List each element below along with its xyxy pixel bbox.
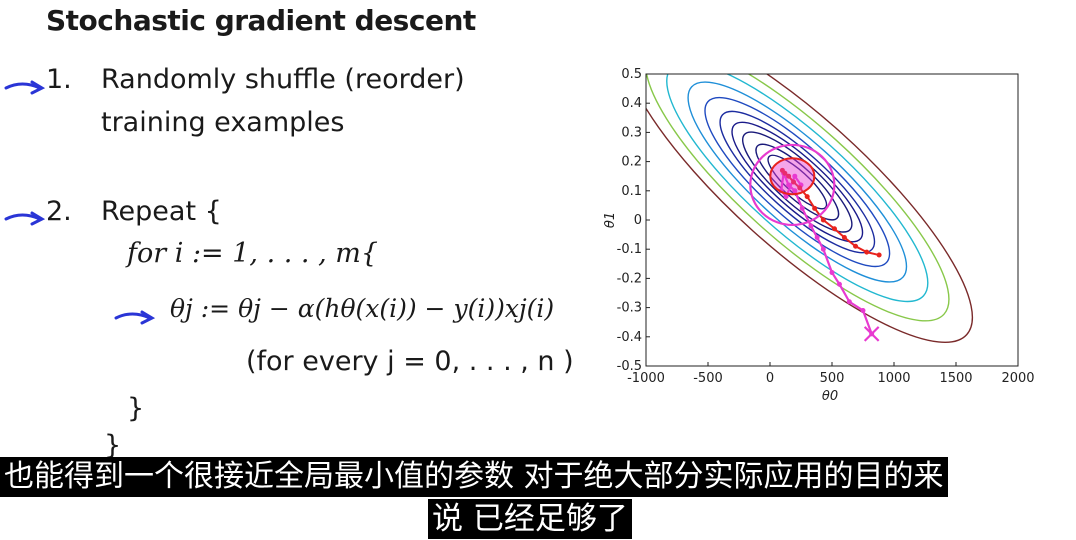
batch-point [791,179,797,185]
annotation-arrow-icon [114,310,156,325]
y-tick-label: -0.5 [617,359,642,374]
step1-text-line1: Randomly shuffle (reorder) [101,64,465,95]
sgd-point [808,223,814,229]
x-tick-label: -500 [693,371,723,386]
batch-point [797,185,803,191]
batch-point [853,243,859,249]
subtitle-line-1: 也能得到一个很接近全局最小值的参数 对于绝大部分实际应用的目的来 [0,457,948,497]
sgd-point [860,308,866,314]
batch-point [864,249,870,255]
sgd-point [820,246,826,252]
step2-text: Repeat { [101,196,222,227]
contour-ellipse [719,110,876,254]
slide-title: Stochastic gradient descent [46,4,476,37]
y-tick-label: -0.4 [617,330,642,345]
y-axis-label: θ1 [603,212,618,228]
start-cross-icon [863,326,880,342]
x-tick-label: -1000 [627,371,665,386]
contour-ellipse [687,81,908,283]
x-tick-label: 2000 [1001,371,1034,386]
y-axis-ticks: 0.5 0.4 0.3 0.2 0.1 0 -0.1 -0.2 -0.3 -0.4 -0.5 [617,67,650,374]
subtitle-line-2: 说 已经足够了 [428,499,632,539]
close-brace-inner: } [127,393,145,424]
step2-number: 2. [46,196,72,227]
batch-point [812,205,818,211]
sgd-point [792,188,798,194]
descent-paths [749,143,882,342]
batch-point [820,217,826,223]
sgd-point [829,270,835,276]
update-rule: θj := θj − α(hθ(x(i)) − y(i))xj(i) [170,294,555,323]
y-tick-label: 0 [634,213,642,228]
minimum-circle-annotation [749,143,836,227]
sgd-point [786,182,792,188]
step1-number: 1. [46,64,72,95]
y-tick-label: 0.3 [621,125,642,140]
x-axis-ticks: -1000 -500 0 500 1000 1500 2000 [627,362,1035,386]
y-tick-label: 0.1 [621,184,642,199]
x-tick-label: 0 [766,371,774,386]
sgd-point [814,235,820,241]
batch-point [779,167,785,173]
dense-iterates-blob [769,157,816,196]
y-tick-label: -0.1 [617,242,642,257]
sgd-point [836,281,842,287]
batch-point [804,194,810,200]
y-tick-label: 0.5 [621,67,642,82]
annotation-arrow-icon [4,80,46,95]
x-tick-label: 1500 [939,371,972,386]
batch-point [841,235,847,241]
batch-point [786,173,792,179]
contour-ellipse [731,121,864,243]
sgd-point [792,173,798,179]
contour-plot: -1000 -500 0 500 1000 1500 2000 0.50.40.30.20.… [603,67,1035,404]
y-tick-label: -0.2 [617,271,642,286]
y-tick-label: 0.2 [621,155,642,170]
for-every-text: (for every j = 0, . . . , n ) [246,346,574,377]
y-tick-label: -0.3 [617,301,642,316]
sgd-point [799,205,805,211]
y-tick-label: 0.4 [621,96,642,111]
contour-ellipse [646,74,950,322]
batch-point [876,252,882,258]
contour-ellipse [666,74,929,303]
close-brace-outer: } [104,430,122,461]
x-tick-label: 500 [820,371,845,386]
contour-ellipse [646,74,974,343]
x-tick-label: 1000 [877,371,910,386]
sgd-point [783,194,789,200]
step1-text-line2: training examples [101,107,345,138]
batch-point [831,226,837,232]
for-loop-line: for i := 1, . . . , m{ [127,238,379,269]
x-axis-label: θ0 [822,389,838,404]
sgd-point [846,299,852,305]
annotation-arrow-icon [4,211,46,226]
